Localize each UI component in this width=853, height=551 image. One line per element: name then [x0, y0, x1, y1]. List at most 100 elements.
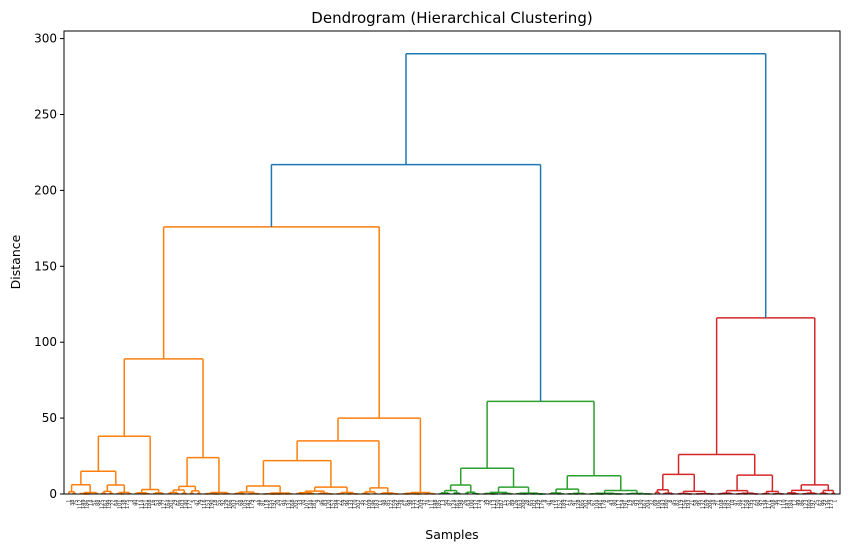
leaf-tick-label: 77: [136, 500, 142, 506]
leaf-tick-label: 106: [657, 500, 663, 510]
leaf-tick-label: 1: [66, 500, 72, 503]
leaf-tick-label: 51: [92, 500, 98, 506]
leaf-tick-label: 35: [360, 500, 366, 506]
leaf-tick-label: 167: [642, 500, 648, 510]
leaf-tick-label: 154: [620, 500, 626, 510]
leaf-tick-label: 27: [110, 500, 116, 506]
x-axis-label: Samples: [425, 527, 478, 542]
leaf-tick-label: 87: [448, 500, 454, 506]
leaf-tick-label: 78: [550, 500, 556, 506]
leaf-tick-label: 148: [433, 500, 439, 510]
leaf-tick-label: 68: [239, 500, 245, 506]
leaf-tick-label: 25: [814, 500, 820, 506]
leaf-tick-label: 79: [198, 500, 204, 506]
leaf-tick-label: 180: [664, 500, 670, 510]
leaf-tick-label: 205: [294, 500, 300, 510]
leaf-tick-label: 125: [99, 500, 105, 510]
leaf-tick-label: 152: [558, 500, 564, 510]
leaf-tick-label: 122: [389, 500, 395, 510]
leaf-tick-label: 16: [151, 500, 157, 506]
leaf-tick-label: 22: [338, 500, 344, 506]
leaf-tick-label: 124: [451, 500, 457, 510]
y-tick-label: 300: [34, 32, 57, 46]
leaf-tick-label: 20: [275, 500, 281, 506]
leaf-tick-label: 102: [532, 500, 538, 510]
leaf-tick-label: 131: [286, 500, 292, 510]
leaf-tick-label: 175: [125, 500, 131, 510]
leaf-tick-label: 24: [400, 500, 406, 506]
leaf-tick-label: 147: [785, 500, 791, 510]
y-tick-label: 0: [49, 487, 57, 501]
leaf-tick-label: 71: [715, 500, 721, 506]
leaf-tick-label: 135: [411, 500, 417, 510]
leaf-tick-label: 196: [396, 500, 402, 510]
leaf-tick-label: 113: [492, 500, 498, 510]
leaf-tick-label: 58: [693, 500, 699, 506]
leaf-tick-label: 74: [426, 500, 432, 506]
leaf-tick-label: 181: [312, 500, 318, 510]
leaf-tick-label: 75: [74, 500, 80, 506]
leaf-tick-label: 81: [261, 500, 267, 506]
leaf-tick-label: 107: [305, 500, 311, 510]
leaf-tick-label: 5: [191, 500, 197, 503]
leaf-tick-label: 52: [506, 499, 512, 505]
leaf-tick-label: 105: [242, 500, 248, 510]
leaf-tick-label: 184: [789, 500, 795, 510]
leaf-tick-label: 8: [668, 500, 674, 503]
leaf-tick-label: 32: [649, 500, 655, 506]
leaf-tick-label: 155: [268, 500, 274, 510]
leaf-tick-label: 185: [437, 500, 443, 510]
leaf-tick-label: 85: [385, 500, 391, 506]
leaf-tick-label: 43: [609, 500, 615, 506]
leaf-tick-label: 126: [514, 500, 520, 510]
leaf-tick-label: 198: [459, 500, 465, 510]
leaf-tick-label: 157: [330, 500, 336, 510]
leaf-tick-label: 41: [547, 500, 553, 506]
leaf-tick-label: 57: [279, 500, 285, 506]
leaf-tick-label: 163: [517, 500, 523, 510]
leaf-tick-label: 207: [356, 500, 362, 510]
leaf-tick-label: 95: [697, 500, 703, 506]
leaf-tick-label: 127: [162, 500, 168, 510]
leaf-tick-label: 137: [473, 500, 479, 510]
leaf-tick-label: 187: [499, 500, 505, 510]
leaf-tick-label: 160: [807, 500, 813, 510]
leaf-tick-label: 44: [257, 500, 263, 506]
leaf-tick-label: 14: [88, 500, 94, 506]
leaf-tick-label: 15: [503, 500, 509, 506]
leaf-tick-label: 54: [569, 500, 575, 506]
leaf-tick-label: 83: [323, 500, 329, 506]
leaf-tick-label: 62: [818, 500, 824, 506]
y-tick-label: 100: [34, 335, 57, 349]
leaf-tick-label: 132: [701, 500, 707, 510]
leaf-tick-label: 136: [825, 500, 831, 510]
leaf-tick-label: 108: [719, 500, 725, 510]
leaf-tick-label: 33: [297, 500, 303, 506]
leaf-tick-label: 45: [671, 500, 677, 506]
leaf-tick-label: 174: [477, 500, 483, 510]
y-axis-ticks: 0 50 100 150 200 250 300: [34, 32, 64, 501]
dendrogram-links: [68, 53, 836, 495]
leaf-tick-label: 39: [484, 500, 490, 506]
leaf-tick-label: 60: [756, 500, 762, 506]
leaf-tick-label: 34: [712, 500, 718, 506]
leaf-tick-label: 162: [103, 500, 109, 510]
leaf-tick-label: 3: [129, 500, 135, 503]
leaf-tick-label: 104: [594, 500, 600, 510]
leaf-tick-label: 192: [272, 500, 278, 510]
leaf-tick-label: 11: [378, 500, 384, 506]
leaf-tick-label: 80: [613, 500, 619, 506]
leaf-tick-label: 173: [829, 500, 835, 510]
leaf-tick-label: 120: [327, 500, 333, 510]
leaf-tick-label: 179: [250, 500, 256, 510]
leaf-tick-label: 158: [745, 500, 751, 510]
leaf-tick-label: 172: [415, 500, 421, 510]
leaf-tick-label: 64: [114, 500, 120, 506]
leaf-tick-label: 200: [521, 500, 527, 510]
leaf-tick-label: 97: [759, 500, 765, 506]
leaf-tick-label: 166: [228, 500, 234, 510]
leaf-tick-label: 151: [143, 500, 149, 510]
leaf-tick-label: 182: [726, 500, 732, 510]
leaf-tick-label: 190: [209, 500, 215, 510]
leaf-tick-label: 159: [393, 500, 399, 510]
